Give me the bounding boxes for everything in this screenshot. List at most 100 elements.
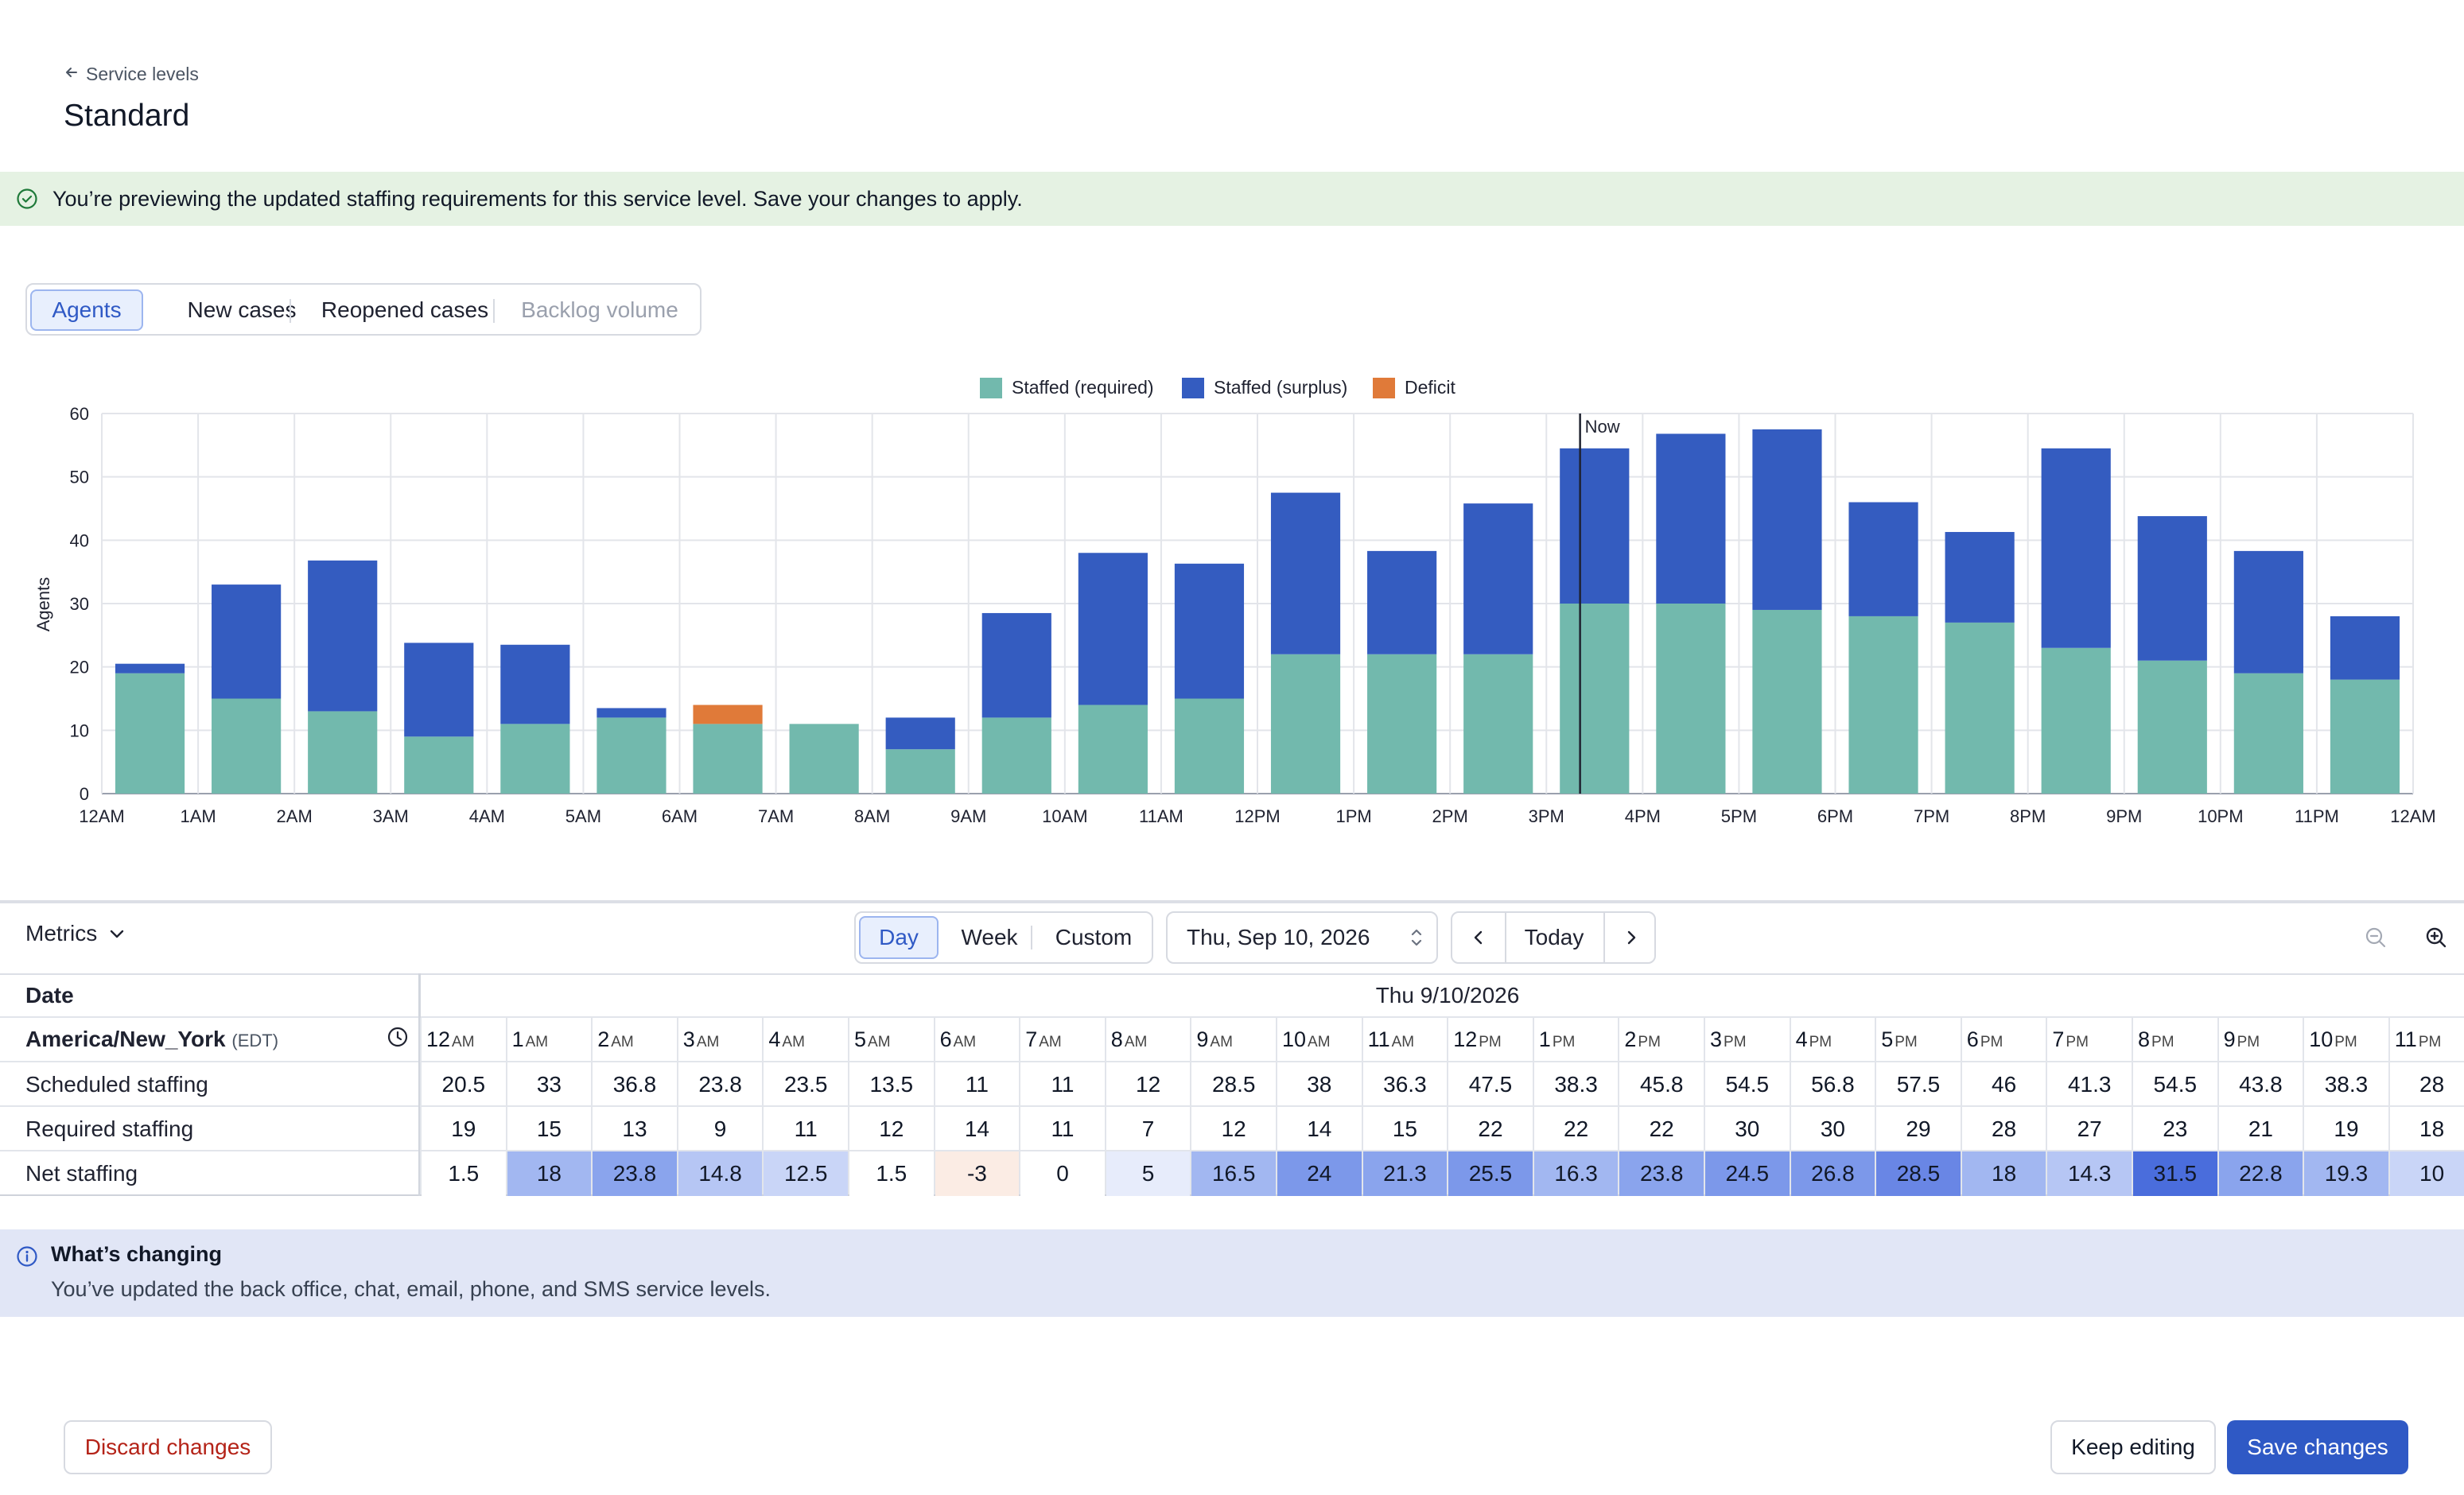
x-tick-label: 2PM bbox=[1432, 806, 1468, 826]
today-button[interactable]: Today bbox=[1524, 925, 1584, 949]
range-segmented-control: Day Week Custom bbox=[854, 911, 1153, 964]
hour-header: 2 AM bbox=[597, 1018, 634, 1061]
column-divider bbox=[1447, 1018, 1449, 1194]
hour-number: 3 bbox=[682, 1027, 695, 1051]
zoom-in-icon[interactable] bbox=[2424, 926, 2448, 953]
bar-staffed-required bbox=[308, 711, 378, 794]
bar-staffed-surplus bbox=[1367, 550, 1437, 654]
table-cell: 14 bbox=[964, 1116, 989, 1141]
table-cell: 47.5 bbox=[1468, 1072, 1513, 1097]
table-cell: 7 bbox=[1141, 1116, 1155, 1141]
metrics-dropdown[interactable]: Metrics bbox=[25, 921, 127, 946]
hour-number: 5 bbox=[854, 1027, 867, 1051]
discard-changes-button[interactable]: Discard changes bbox=[64, 1420, 272, 1474]
previous-day-button[interactable] bbox=[1452, 913, 1506, 962]
next-day-button[interactable] bbox=[1603, 913, 1658, 962]
legend-label-surplus: Staffed (surplus) bbox=[1214, 377, 1347, 398]
tab-backlog-volume: Backlog volume bbox=[521, 297, 678, 322]
bar-staffed-required bbox=[1463, 654, 1533, 794]
table-cell: 14.8 bbox=[678, 1151, 763, 1196]
column-divider bbox=[848, 1018, 849, 1194]
bar-staffed-surplus bbox=[1270, 492, 1341, 654]
column-divider bbox=[2388, 1018, 2390, 1194]
hour-number: 10 bbox=[2309, 1027, 2334, 1051]
column-divider bbox=[1875, 1018, 1877, 1194]
column-divider bbox=[1276, 1018, 1277, 1194]
table-cell: 38.3 bbox=[1554, 1072, 1598, 1097]
label-column-divider bbox=[418, 973, 421, 1196]
preview-banner: You’re previewing the updated staffing r… bbox=[0, 172, 2464, 226]
bar-staffed-surplus bbox=[404, 643, 474, 737]
hour-header: 3 PM bbox=[1710, 1018, 1747, 1061]
legend-label-required: Staffed (required) bbox=[1012, 377, 1154, 398]
hour-number: 6 bbox=[939, 1027, 952, 1051]
date-picker[interactable]: Thu, Sep 10, 2026 bbox=[1166, 911, 1438, 964]
hour-number: 8 bbox=[1110, 1027, 1123, 1051]
table-cell: 24 bbox=[1277, 1151, 1362, 1196]
hour-header: 8 AM bbox=[1111, 1018, 1148, 1061]
column-divider bbox=[1618, 1018, 1620, 1194]
x-tick-label: 10PM bbox=[2198, 806, 2243, 826]
x-tick-label: 8PM bbox=[2010, 806, 2046, 826]
table-cell: 25.5 bbox=[1448, 1151, 1533, 1196]
now-label: Now bbox=[1585, 417, 1620, 437]
tab-reopened-cases[interactable]: Reopened cases bbox=[321, 297, 489, 322]
hour-period: PM bbox=[2418, 1034, 2442, 1050]
date-header: Date bbox=[25, 983, 74, 1008]
save-changes-button[interactable]: Save changes bbox=[2227, 1420, 2408, 1474]
tab-divider bbox=[493, 299, 495, 323]
hour-header: 4 AM bbox=[768, 1018, 805, 1061]
staffing-chart: Staffed (required) Staffed (surplus) Def… bbox=[33, 377, 2436, 826]
tab-new-cases[interactable]: New cases bbox=[187, 297, 297, 322]
hour-period: PM bbox=[2151, 1034, 2174, 1050]
bar-staffed-surplus bbox=[212, 584, 282, 699]
table-cell: 23.8 bbox=[698, 1072, 742, 1097]
arrow-left-icon bbox=[64, 64, 80, 85]
hour-number: 11 bbox=[2394, 1027, 2417, 1051]
hour-header: 9 PM bbox=[2224, 1018, 2260, 1061]
bar-staffed-required bbox=[500, 724, 570, 794]
hour-header: 6 PM bbox=[1967, 1018, 2003, 1061]
y-tick-label: 10 bbox=[70, 720, 89, 740]
table-cell: 18 bbox=[507, 1151, 592, 1196]
metrics-label: Metrics bbox=[25, 921, 98, 946]
table-cell: 27 bbox=[2077, 1116, 2102, 1141]
table-cell: 28.5 bbox=[1876, 1151, 1961, 1196]
tab-agents[interactable]: Agents bbox=[30, 289, 143, 331]
hour-number: 4 bbox=[1795, 1027, 1808, 1051]
metric-tabs: Agents New cases Reopened cases Backlog … bbox=[25, 283, 702, 336]
table-cell: 1.5 bbox=[422, 1151, 506, 1196]
banner-text: You’re previewing the updated staffing r… bbox=[52, 186, 1023, 211]
table-cell: 11 bbox=[965, 1072, 989, 1097]
bar-staffed-required bbox=[1848, 615, 1918, 794]
hour-number: 9 bbox=[2223, 1027, 2236, 1051]
x-tick-label: 5AM bbox=[565, 806, 601, 826]
table-cell: 19.3 bbox=[2304, 1151, 2388, 1196]
column-divider bbox=[1361, 1018, 1363, 1194]
hour-number: 11 bbox=[1367, 1027, 1390, 1051]
bar-staffed-required bbox=[1367, 654, 1437, 794]
table-cell: 13 bbox=[622, 1116, 647, 1141]
range-day-button[interactable]: Day bbox=[859, 916, 939, 959]
table-cell: 31.5 bbox=[2133, 1151, 2217, 1196]
range-custom-button[interactable]: Custom bbox=[1055, 925, 1133, 949]
hour-period: AM bbox=[1308, 1034, 1331, 1050]
zoom-out-icon[interactable] bbox=[2364, 926, 2388, 953]
table-cell: 11 bbox=[1051, 1072, 1075, 1097]
bar-staffed-required bbox=[2330, 679, 2400, 794]
keep-editing-button[interactable]: Keep editing bbox=[2050, 1420, 2216, 1474]
hour-period: PM bbox=[1809, 1034, 1832, 1050]
table-cell: 9 bbox=[713, 1116, 727, 1141]
range-week-button[interactable]: Week bbox=[961, 925, 1018, 949]
bar-staffed-surplus bbox=[597, 708, 667, 718]
table-cell: 22 bbox=[1478, 1116, 1503, 1141]
date-value: Thu 9/10/2026 bbox=[1375, 983, 1520, 1008]
back-link-service-levels[interactable]: Service levels bbox=[64, 64, 199, 85]
hour-period: AM bbox=[1124, 1034, 1148, 1050]
clock-icon[interactable] bbox=[387, 1026, 409, 1052]
bar-staffed-required bbox=[1945, 622, 2015, 794]
bar-staffed-surplus bbox=[2041, 448, 2111, 648]
hour-number: 12 bbox=[1453, 1027, 1478, 1051]
bar-staffed-surplus bbox=[1174, 563, 1245, 699]
column-divider bbox=[1019, 1018, 1021, 1194]
